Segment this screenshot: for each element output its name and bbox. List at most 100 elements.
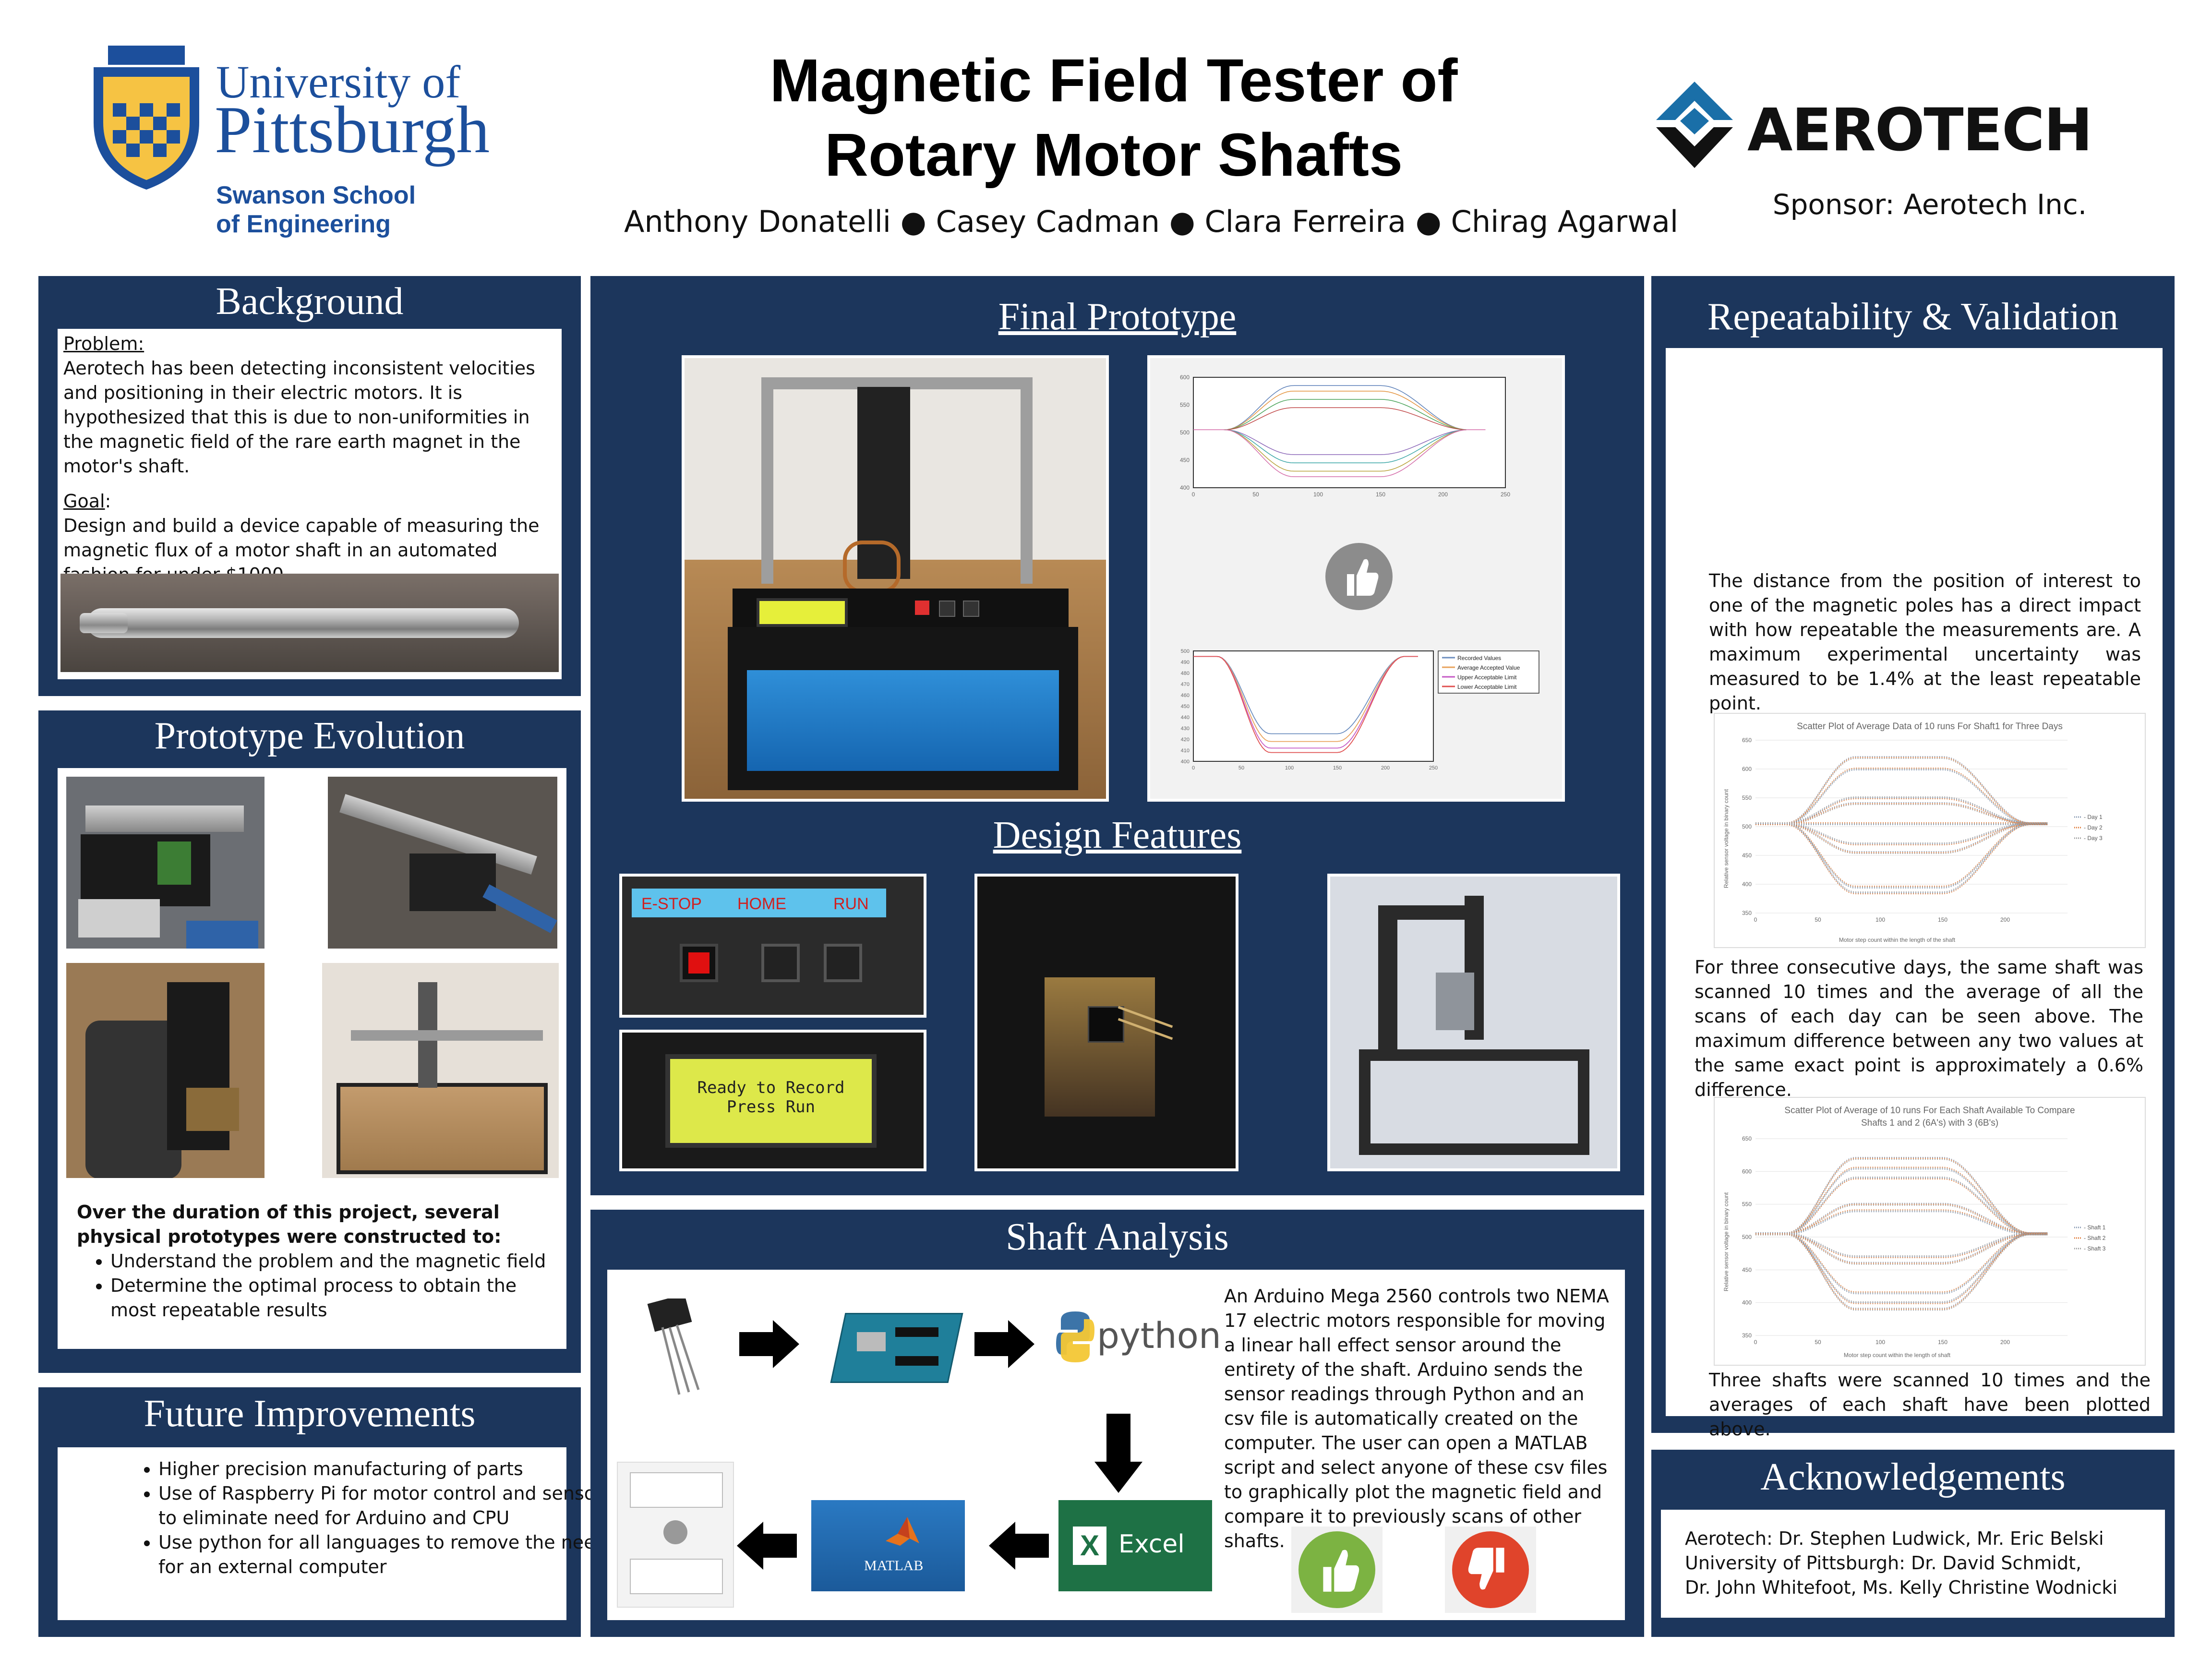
data-series xyxy=(1755,1233,2048,1310)
prototype-evolution-title: Prototype Evolution xyxy=(154,715,465,757)
y-tick-label: 500 xyxy=(1180,429,1190,436)
data-series xyxy=(1755,1166,2048,1234)
lcd-text-line1: Ready to Record xyxy=(697,1078,845,1097)
pitt-shield-icon xyxy=(94,46,199,190)
day-comparison-chart-svg: Scatter Plot of Average Data of 10 runs … xyxy=(1723,721,2103,943)
y-tick-label: 400 xyxy=(1181,759,1190,765)
matlab-label: MATLAB xyxy=(864,1558,924,1574)
y-tick-label: 600 xyxy=(1180,374,1190,381)
y-tick-label: 470 xyxy=(1181,682,1190,687)
legend-item: Lower Acceptable Limit xyxy=(1457,684,1517,690)
x-tick-label: 150 xyxy=(1376,491,1385,498)
data-series xyxy=(1755,758,2048,825)
aerotech-diamond-icon xyxy=(1656,82,1733,168)
leadscrew-prototype-photo xyxy=(325,774,560,951)
data-series xyxy=(1755,1158,2048,1235)
future-improvement-item: Use of Raspberry Pi for motor control an… xyxy=(158,1481,629,1530)
data-series xyxy=(1755,823,2048,893)
data-series xyxy=(1193,429,1486,455)
data-series xyxy=(1755,802,2048,823)
design-features-title: Design Features xyxy=(993,814,1242,856)
acknowledgements-panel: Acknowledgements Aerotech: Dr. Stephen L… xyxy=(1651,1450,2175,1637)
data-series xyxy=(1193,429,1486,477)
repeatability-text-1: The distance from the position of intere… xyxy=(1709,570,2141,714)
data-series xyxy=(1755,822,2048,892)
data-series xyxy=(1755,768,2048,823)
final-prototype-panel: Final Prototype 400 450 500 550 600 0 50 100 150… xyxy=(590,276,1644,1195)
estop-label: E-STOP xyxy=(641,895,702,913)
future-improvements-title: Future Improvements xyxy=(144,1393,476,1435)
chart-title: Scatter Plot of Average of 10 runs For E… xyxy=(1784,1106,2075,1116)
pitt-logo-line3: Swanson School xyxy=(216,181,416,209)
y-tick-label: 400 xyxy=(1742,881,1752,888)
run-button xyxy=(824,944,862,982)
x-tick-label: 150 xyxy=(1938,916,1948,923)
y-tick-label: 650 xyxy=(1742,737,1752,744)
hall-sensor-icon xyxy=(641,1294,708,1395)
future-improvement-item: Higher precision manufacturing of parts xyxy=(158,1457,629,1481)
data-series xyxy=(1755,1232,2048,1263)
x-tick-label: 50 xyxy=(1815,916,1821,923)
data-series xyxy=(1755,1168,2048,1236)
goal-label: Goal xyxy=(63,491,105,512)
data-series xyxy=(1755,1204,2048,1236)
x-tick-label: 0 xyxy=(1754,916,1757,923)
x-tick-label: 50 xyxy=(1238,765,1244,771)
y-tick-label: 450 xyxy=(1180,457,1190,464)
data-series xyxy=(1755,1232,2048,1293)
data-series xyxy=(1755,796,2048,823)
data-series xyxy=(1755,823,2048,853)
home-label: HOME xyxy=(737,895,786,913)
data-series xyxy=(1755,1167,2048,1235)
data-series xyxy=(1755,769,2048,824)
repeatability-title: Repeatability & Validation xyxy=(1707,296,2119,338)
prototype-evolution-bullet: Determine the optimal process to obtain … xyxy=(110,1274,547,1322)
x-axis-label: Motor step count within the length of th… xyxy=(1839,937,1956,943)
pitt-logo: University of Pittsburgh Swanson School … xyxy=(89,46,521,247)
legend-item: - Shaft 3 xyxy=(2084,1245,2106,1252)
x-tick-label: 100 xyxy=(1285,765,1294,771)
acknowledgements-content: Aerotech: Dr. Stephen Ludwick, Mr. Eric … xyxy=(1661,1510,2165,1618)
aluminum-frame-prototype-photo xyxy=(319,960,562,1181)
x-tick-label: 250 xyxy=(1501,491,1510,498)
background-content: Problem: Aerotech has been detecting inc… xyxy=(58,329,562,679)
prototype-evolution-panel: Prototype Evolution Over the duration of… xyxy=(38,710,581,1373)
data-series xyxy=(1755,1178,2048,1236)
poster-title-line2: Rotary Motor Shafts xyxy=(824,121,1403,189)
data-series xyxy=(1755,1233,2048,1264)
cad-model-image xyxy=(1327,874,1620,1171)
arduino-board-icon xyxy=(830,1303,963,1385)
data-series xyxy=(1755,822,2048,843)
prototype-evolution-content: Over the duration of this project, sever… xyxy=(58,768,566,1349)
arrow-right-icon xyxy=(739,1320,802,1370)
problem-text: Aerotech has been detecting inconsistent… xyxy=(63,358,535,477)
thumbs-down-icon xyxy=(1445,1527,1536,1613)
x-tick-label: 50 xyxy=(1252,491,1259,498)
plot-thumbnail xyxy=(617,1462,734,1608)
data-series xyxy=(1755,1209,2048,1234)
data-series xyxy=(1193,656,1418,742)
lego-prototype-photo xyxy=(63,774,267,951)
control-panel-photo: E-STOP HOME RUN xyxy=(619,874,926,1018)
y-axis-label: Relative sensor voltage in binary count xyxy=(1723,1192,1730,1291)
data-series xyxy=(1193,656,1418,753)
matlab-logo: MATLAB xyxy=(811,1500,965,1591)
legend-item: Recorded Values xyxy=(1457,655,1501,661)
y-tick-label: 450 xyxy=(1742,1266,1752,1273)
prototype-evolution-bullet: Understand the problem and the magnetic … xyxy=(110,1249,547,1274)
data-series xyxy=(1755,1234,2048,1304)
future-improvement-item: Use python for all languages to remove t… xyxy=(158,1530,629,1579)
x-tick-label: 100 xyxy=(1875,916,1885,923)
y-tick-label: 600 xyxy=(1742,766,1752,772)
data-series xyxy=(1755,803,2048,824)
background-title: Background xyxy=(216,280,404,323)
thumbs-up-icon xyxy=(1325,543,1393,610)
data-series xyxy=(1755,822,2048,887)
y-tick-label: 440 xyxy=(1181,715,1190,721)
day-comparison-chart: Scatter Plot of Average Data of 10 runs … xyxy=(1714,713,2146,948)
data-series xyxy=(1755,1234,2048,1265)
excel-logo: X Excel xyxy=(1058,1500,1212,1591)
chart-legend: Recorded Values Average Accepted Value U… xyxy=(1442,655,1520,690)
background-panel: Background Problem: Aerotech has been de… xyxy=(38,276,581,696)
data-series xyxy=(1755,1234,2048,1311)
